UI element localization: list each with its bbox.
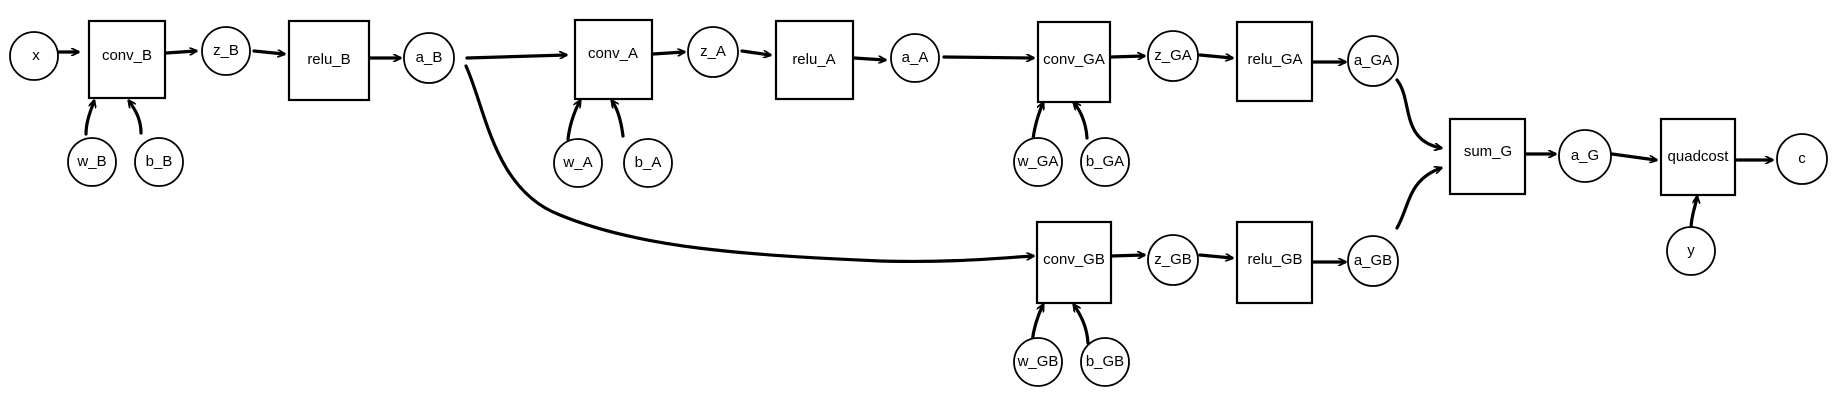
node-relu-GA — [1235, 20, 1314, 103]
node-relu-A — [774, 19, 855, 101]
edge-z-B-to-relu-B — [252, 51, 286, 54]
node-y-label: y — [1687, 242, 1695, 259]
node-relu-GB — [1235, 220, 1314, 305]
node-quadcost-label: quadcost — [1668, 148, 1730, 165]
edge-conv-GA-to-z-GA — [1109, 56, 1146, 57]
node-quadcost — [1659, 117, 1737, 197]
node-z-GB-label: z_GB — [1154, 251, 1192, 268]
node-sum-G — [1448, 117, 1527, 196]
node-c-label: c — [1798, 150, 1806, 167]
node-x — [9, 31, 59, 81]
edge-w-B-to-conv-B — [84, 101, 94, 136]
node-a-GA-label: a_GA — [1354, 52, 1392, 69]
edge-b-GB-to-conv-GB — [1074, 305, 1090, 345]
edge-conv-A-to-z-A — [651, 52, 686, 54]
edge-w-GA-to-conv-GA — [1031, 103, 1043, 141]
node-w-A — [553, 138, 603, 188]
node-b-GA — [1080, 137, 1130, 187]
node-conv-GB — [1035, 220, 1113, 305]
node-z-A-label: z_A — [700, 43, 726, 60]
edge-b-GA-to-conv-GA — [1074, 103, 1089, 140]
node-b-A-label: b_A — [635, 154, 662, 171]
node-a-B-label: a_B — [416, 49, 443, 66]
edge-y-to-quadcost — [1689, 197, 1697, 231]
node-relu-B-label: relu_B — [307, 51, 350, 68]
edge-a-G-to-quadcost — [1610, 152, 1656, 160]
node-w-A-label: w_A — [562, 154, 592, 171]
node-a-G-label: a_G — [1571, 147, 1599, 164]
edge-a-A-to-conv-GA — [942, 57, 1035, 58]
edge-conv-B-to-z-B — [164, 51, 198, 53]
node-z-GA-label: z_GA — [1154, 47, 1192, 64]
node-relu-A-label: relu_A — [792, 51, 835, 68]
edge-b-A-to-conv-A — [612, 101, 625, 138]
node-conv-GA-label: conv_GA — [1043, 51, 1105, 68]
node-z-B — [201, 26, 251, 76]
edge-w-A-to-conv-A — [566, 101, 582, 141]
edge-a-B-to-conv-GB — [464, 64, 1035, 264]
node-conv-B-label: conv_B — [102, 47, 152, 64]
node-c — [1776, 133, 1828, 185]
edge-a-B-to-conv-A — [465, 55, 568, 60]
node-z-GB — [1147, 234, 1199, 286]
edge-conv-GB-to-z-GB — [1109, 255, 1146, 256]
edge-w-GB-to-conv-GB — [1030, 305, 1045, 344]
node-z-GA — [1147, 30, 1199, 82]
node-b-GA-label: b_GA — [1086, 153, 1124, 170]
node-conv-GB-label: conv_GB — [1043, 251, 1105, 268]
node-relu-B — [287, 19, 371, 102]
node-relu-GB-label: relu_GB — [1247, 251, 1302, 268]
node-a-G — [1558, 129, 1612, 183]
edge-z-GA-to-relu-GA — [1198, 55, 1234, 58]
edge-a-GB-to-sum-G — [1395, 168, 1441, 230]
node-sum-G-label: sum_G — [1464, 143, 1512, 160]
node-w-GA-label: w_GA — [1017, 153, 1059, 170]
node-relu-GA-label: relu_GA — [1247, 51, 1302, 68]
node-w-GB — [1013, 337, 1063, 387]
node-a-GB — [1347, 235, 1399, 287]
node-w-B — [67, 137, 117, 187]
node-conv-B — [87, 19, 167, 100]
node-a-A-label: a_A — [902, 49, 929, 66]
node-w-B-label: w_B — [76, 153, 106, 170]
node-conv-A-label: conv_A — [588, 45, 638, 62]
node-a-GA — [1347, 35, 1399, 87]
node-z-A — [687, 26, 739, 78]
node-b-A — [623, 138, 673, 188]
node-w-GB-label: w_GB — [1017, 353, 1059, 370]
node-b-GB — [1080, 337, 1130, 387]
node-w-GA — [1013, 137, 1063, 187]
node-a-B — [403, 32, 455, 84]
edge-a-GA-to-sum-G — [1395, 78, 1441, 148]
edge-relu-A-to-a-A — [852, 58, 887, 60]
nodes: x conv_B w_B b_B z_B relu_B a_B conv_A w… — [9, 18, 1828, 387]
edges — [56, 49, 1774, 345]
edge-z-GB-to-relu-GB — [1198, 255, 1234, 258]
node-b-B — [134, 137, 184, 187]
edge-z-A-to-relu-A — [740, 49, 770, 55]
node-b-B-label: b_B — [146, 153, 173, 170]
node-a-GB-label: a_GB — [1354, 252, 1392, 269]
node-b-GB-label: b_GB — [1086, 353, 1124, 370]
node-z-B-label: z_B — [213, 42, 239, 59]
node-conv-A — [573, 18, 654, 101]
edge-b-B-to-conv-B — [129, 101, 143, 135]
node-a-A — [890, 33, 940, 83]
node-y — [1666, 226, 1716, 276]
node-x-label: x — [32, 47, 40, 64]
node-conv-GA — [1036, 20, 1112, 104]
